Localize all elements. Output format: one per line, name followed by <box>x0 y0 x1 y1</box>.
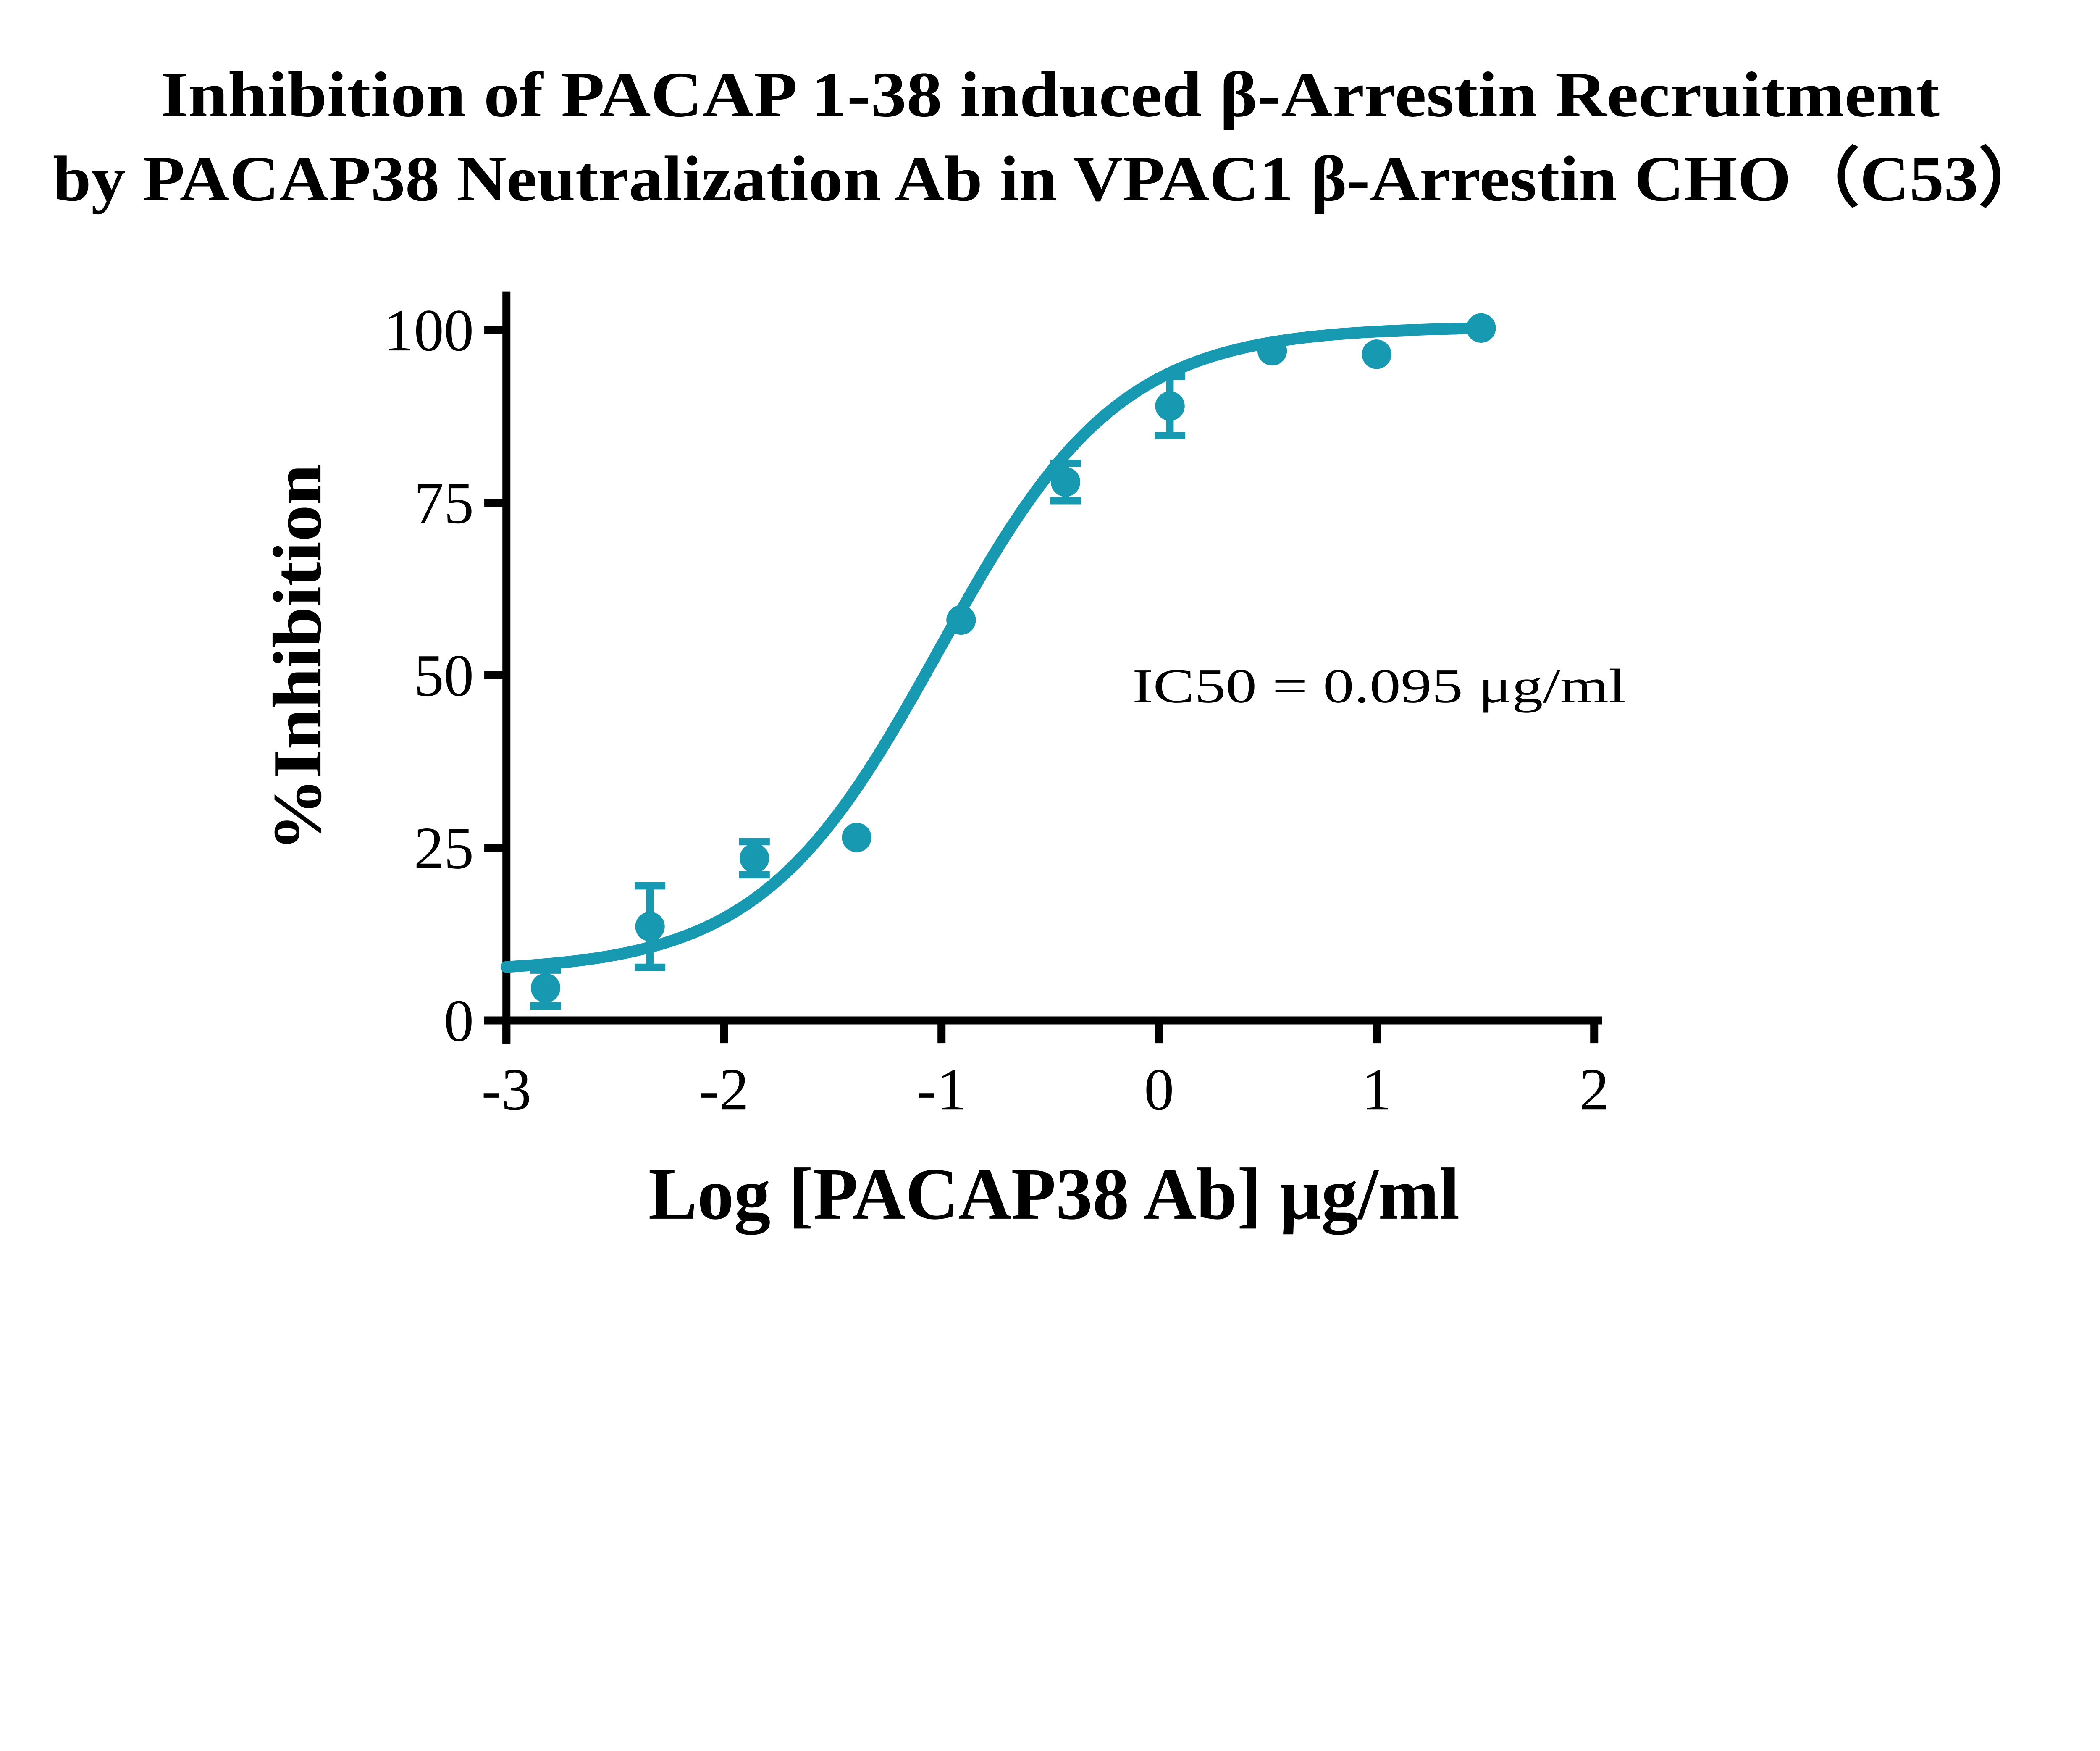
x-tick-label: 1 <box>1362 1056 1391 1123</box>
fit-curve <box>500 322 1487 973</box>
y-tick-label: 0 <box>444 987 474 1054</box>
data-point-marker <box>530 973 561 1003</box>
data-point-marker <box>1362 339 1391 369</box>
y-tick-label: 25 <box>414 815 474 881</box>
chart-background <box>0 0 2100 1281</box>
y-tick-label: 75 <box>414 470 474 536</box>
data-points <box>530 313 1496 1003</box>
x-tick-label: -3 <box>481 1056 531 1123</box>
dose-response-figure: Inhibition of PACAP 1-38 induced β-Arres… <box>0 0 2100 1281</box>
x-axis-ticks: -3 -2 -1 0 1 2 <box>481 1020 1609 1123</box>
chart-title-line1: Inhibition of PACAP 1-38 induced β-Arres… <box>160 59 1940 131</box>
y-tick-label: 100 <box>384 297 474 363</box>
data-point-marker <box>1466 313 1496 343</box>
data-point-marker <box>740 843 769 873</box>
y-axis-ticks: 0 25 50 75 100 <box>384 297 507 1054</box>
dose-response-chart: Inhibition of PACAP 1-38 induced β-Arres… <box>0 0 2100 1281</box>
x-tick-label: 0 <box>1144 1056 1174 1123</box>
data-point-marker <box>635 912 665 941</box>
x-tick-label: 2 <box>1579 1056 1609 1123</box>
data-point-marker <box>946 605 976 635</box>
data-point-marker <box>1155 391 1185 421</box>
x-axis-title: Log [PACAP38 Ab] μg/ml <box>648 1153 1460 1235</box>
x-tick-label: -2 <box>699 1056 749 1123</box>
ic50-annotation: IC50 = 0.095 μg/ml <box>1132 660 1626 713</box>
y-axis-title: %Inhibition <box>259 464 336 852</box>
x-tick-label: -1 <box>916 1056 966 1123</box>
chart-title-line2: by PACAP38 Neutralization Ab in VPAC1 β-… <box>53 143 2047 215</box>
data-point-marker <box>1257 336 1287 366</box>
data-point-marker <box>1050 467 1081 497</box>
y-tick-label: 50 <box>414 642 474 709</box>
fit-curve-group <box>500 322 1487 973</box>
data-point-marker <box>842 823 872 852</box>
